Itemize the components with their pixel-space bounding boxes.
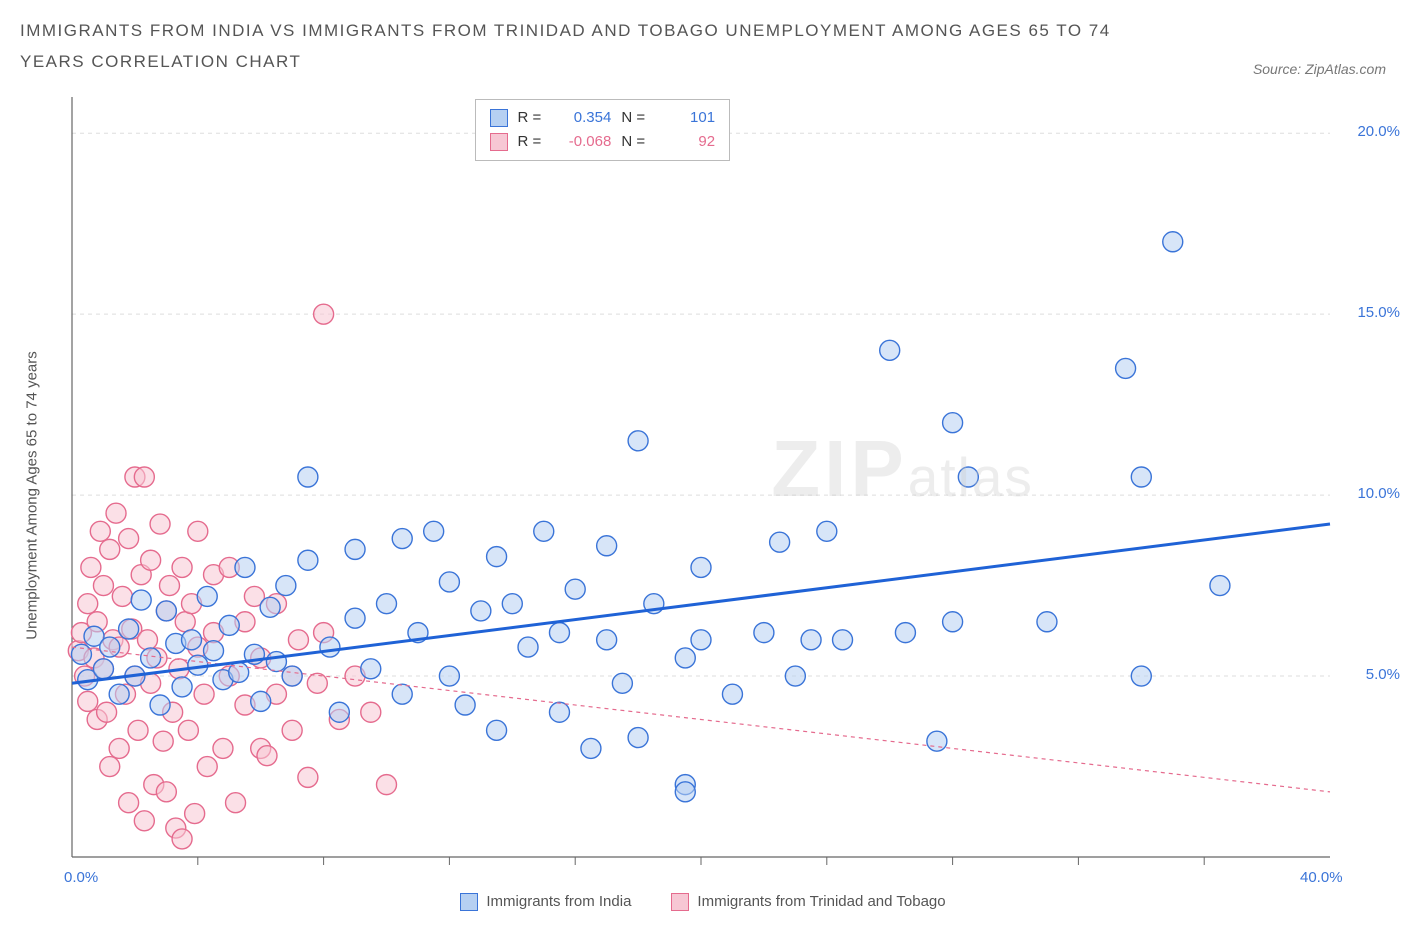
r-label: R = [518, 130, 542, 154]
legend-swatch [671, 893, 689, 911]
legend-label: Immigrants from India [486, 893, 631, 910]
ytick-label: 5.0% [1340, 666, 1400, 683]
n-value: 101 [655, 106, 715, 130]
source-name: ZipAtlas.com [1305, 61, 1386, 77]
n-value: 92 [655, 130, 715, 154]
legend-swatch [490, 109, 508, 127]
header-row: IMMIGRANTS FROM INDIA VS IMMIGRANTS FROM… [20, 16, 1386, 77]
r-value: -0.068 [551, 130, 611, 154]
n-label: N = [621, 130, 645, 154]
legend-label: Immigrants from Trinidad and Tobago [697, 893, 945, 910]
x-axis-max-label: 40.0% [1300, 869, 1343, 886]
y-axis-label: Unemployment Among Ages 65 to 74 years [24, 351, 41, 640]
x-axis-origin-label: 0.0% [64, 869, 98, 886]
chart-container: Unemployment Among Ages 65 to 74 years Z… [20, 87, 1386, 887]
source-label: Source: [1253, 61, 1301, 77]
scatter-plot-svg [20, 87, 1360, 887]
r-label: R = [518, 106, 542, 130]
stats-row: R = -0.068 N = 92 [490, 130, 716, 154]
bottom-legend: Immigrants from India Immigrants from Tri… [20, 893, 1386, 911]
legend-item: Immigrants from Trinidad and Tobago [671, 893, 945, 911]
stats-row: R = 0.354 N = 101 [490, 106, 716, 130]
n-label: N = [621, 106, 645, 130]
legend-swatch [460, 893, 478, 911]
ytick-label: 10.0% [1340, 485, 1400, 502]
r-value: 0.354 [551, 106, 611, 130]
legend-item: Immigrants from India [460, 893, 631, 911]
correlation-stats-box: R = 0.354 N = 101 R = -0.068 N = 92 [475, 99, 731, 161]
legend-swatch [490, 133, 508, 151]
ytick-label: 15.0% [1340, 304, 1400, 321]
source-attribution: Source: ZipAtlas.com [1253, 61, 1386, 77]
ytick-label: 20.0% [1340, 123, 1400, 140]
chart-title: IMMIGRANTS FROM INDIA VS IMMIGRANTS FROM… [20, 16, 1120, 77]
